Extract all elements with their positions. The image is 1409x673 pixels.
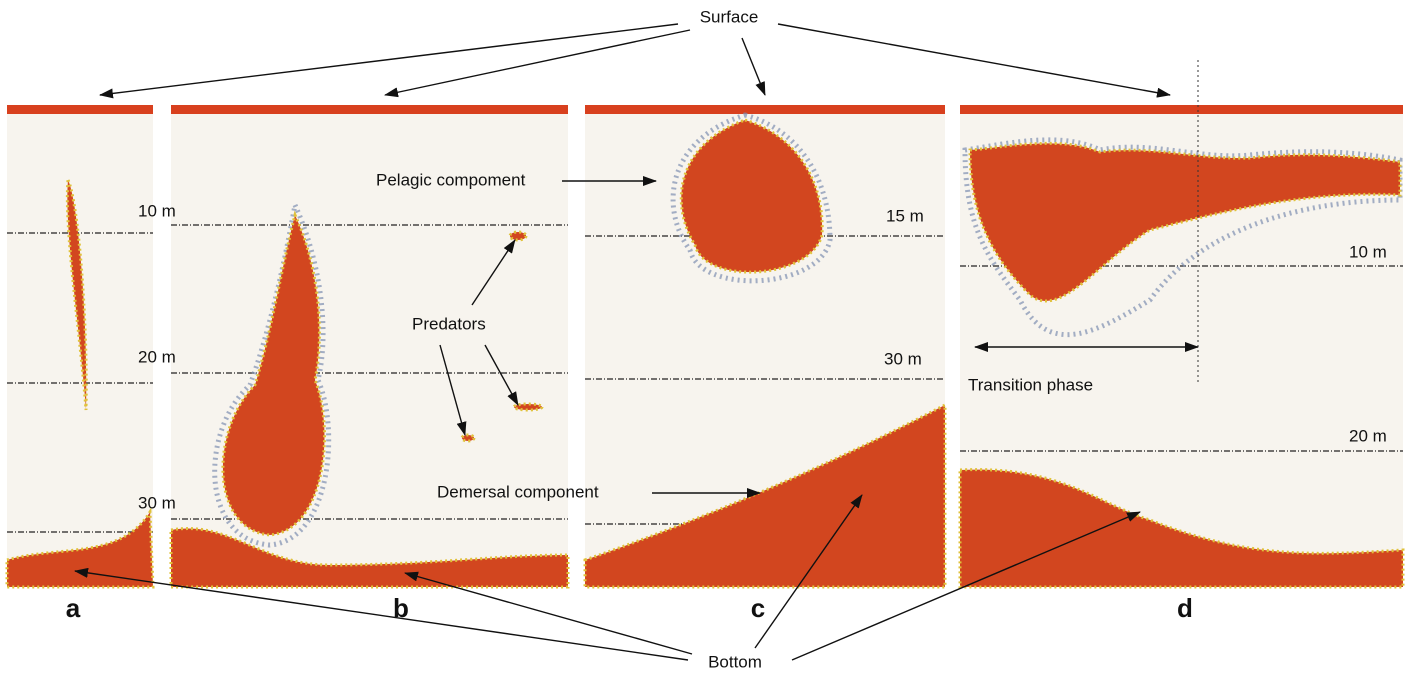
- bottom-label: Bottom: [708, 652, 762, 671]
- depth-label: 10 m: [138, 201, 176, 220]
- panel-letter: c: [751, 593, 765, 623]
- figure: Surface Bottom a b c d 10 m 20 m 30 m 15…: [0, 0, 1409, 673]
- panel-c-echogram: [585, 105, 945, 587]
- depth-label: 15 m: [886, 206, 924, 225]
- depth-label: 30 m: [884, 349, 922, 368]
- panel-letter: b: [393, 593, 409, 623]
- annotation: Predators: [412, 314, 486, 333]
- panel-letter: a: [66, 593, 81, 623]
- panel-d-echogram: [960, 60, 1403, 587]
- surface-label: Surface: [700, 7, 759, 26]
- annotation: Transition phase: [968, 375, 1093, 394]
- depth-label: 30 m: [138, 493, 176, 512]
- annotation: Pelagic compoment: [376, 170, 526, 189]
- panel-a-echogram: [7, 105, 153, 587]
- depth-label: 20 m: [138, 347, 176, 366]
- annotation: Demersal component: [437, 482, 599, 501]
- depth-label: 20 m: [1349, 426, 1387, 445]
- panel-letter: d: [1177, 593, 1193, 623]
- depth-label: 10 m: [1349, 242, 1387, 261]
